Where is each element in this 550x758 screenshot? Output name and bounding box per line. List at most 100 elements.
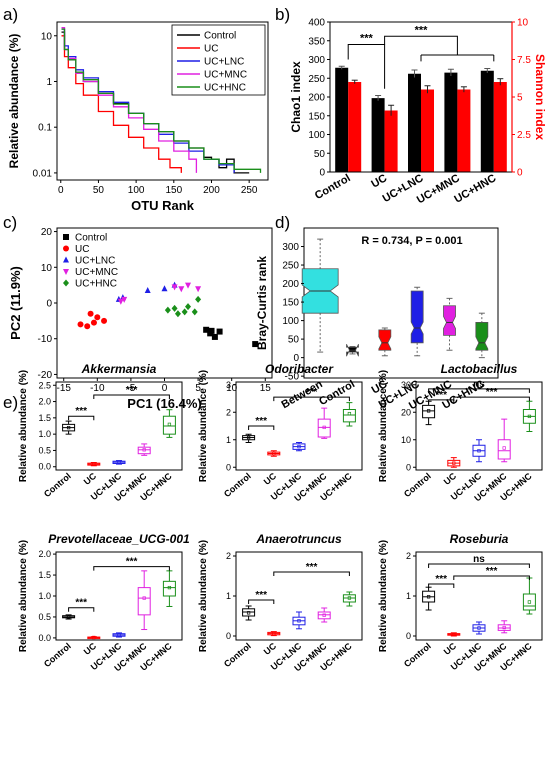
- category-label: UC: [442, 471, 459, 487]
- y-tick-label: 0: [406, 462, 411, 472]
- panel-label-a: a): [3, 5, 18, 24]
- mean-marker: [297, 619, 301, 623]
- y-tick-label: 1.5: [38, 413, 51, 423]
- bar-chao1: [371, 98, 385, 172]
- y-tick-label: 250: [308, 74, 325, 85]
- significance-bracket: [248, 599, 275, 604]
- panel-label-c: c): [3, 213, 17, 232]
- y-axis-label: Relative abundance (%): [378, 540, 389, 652]
- box: [137, 446, 151, 455]
- plot-frame: [235, 381, 363, 471]
- significance-bracket: [428, 583, 455, 588]
- significance-label: ***: [486, 387, 498, 398]
- y-axis-label: Relative abundance (%): [7, 34, 21, 169]
- mean-marker: [142, 596, 146, 600]
- data-point-square: [252, 341, 259, 348]
- y-tick-label: 2.0: [38, 549, 51, 559]
- data-point-diamond: [164, 306, 171, 314]
- mean-marker: [502, 625, 506, 630]
- bar-chao1: [408, 73, 421, 172]
- significance-label: ***: [435, 574, 447, 585]
- y-tick-label: 0.1: [38, 123, 52, 134]
- bar-shannon: [348, 82, 362, 172]
- y-tick-label: 150: [282, 298, 299, 309]
- x-axis-label: OTU Rank: [131, 198, 195, 213]
- bar-shannon: [384, 110, 398, 172]
- y-tick-label: -50: [285, 372, 300, 383]
- box: [137, 587, 151, 616]
- y-tick-label: 2: [406, 551, 411, 561]
- subplot-e-4: Control UCUC+LNCUC+MNCUC+HNC0.00.51.01.52…: [18, 532, 190, 673]
- mean-marker: [502, 446, 506, 450]
- mean-marker: [322, 425, 326, 430]
- notched-box: [443, 305, 456, 336]
- mean-marker: [246, 611, 251, 615]
- significance-bracket: [347, 44, 386, 89]
- y-axis-label: Relative abundance (%): [198, 370, 209, 482]
- data-point-square: [216, 328, 223, 335]
- mean-marker: [527, 414, 532, 419]
- significance-label: ***: [306, 387, 318, 398]
- y-tick-label: 100: [282, 316, 299, 327]
- y-tick-label: 3: [226, 380, 231, 390]
- y-tick-label: 1.0: [38, 429, 51, 439]
- y-tick-label: 0: [226, 462, 231, 472]
- panel-label-d: d): [275, 213, 290, 232]
- y-tick-label: 1: [226, 435, 231, 445]
- category-label: Control: [317, 378, 357, 408]
- significance-label: ***: [486, 566, 498, 577]
- annotation-text: R = 0.734, P = 0.001: [361, 235, 462, 247]
- x-tick-label: 10: [226, 383, 238, 394]
- data-point-triangle-up: [161, 285, 168, 292]
- box: [317, 418, 331, 438]
- notched-box: [410, 290, 424, 344]
- significance-label: ns: [473, 379, 485, 390]
- y-tick-label: 350: [308, 36, 325, 47]
- significance-bracket: [93, 566, 170, 571]
- mean-marker: [297, 444, 301, 449]
- data-point-triangle-down: [63, 269, 69, 275]
- data-point-triangle-down: [121, 296, 128, 303]
- panel-label-e: e): [3, 393, 18, 412]
- notched-box: [475, 322, 489, 351]
- y-tick-label: 300: [308, 55, 325, 66]
- y-axis-label: Bray-Curtis rank: [255, 256, 269, 350]
- significance-label: ***: [75, 406, 87, 417]
- category-label: Control: [42, 471, 73, 499]
- plot-frame: [415, 381, 543, 471]
- bar-chao1: [480, 70, 494, 172]
- y-tick-label: 250: [282, 261, 299, 272]
- mean-marker: [477, 626, 481, 630]
- data-point-square: [208, 327, 215, 334]
- category-label: Control: [222, 641, 253, 669]
- legend-label: UC+MNC: [204, 70, 247, 81]
- significance-label: ***: [255, 590, 267, 601]
- mean-marker: [142, 448, 146, 452]
- box: [422, 404, 436, 419]
- y-tick-label: 0: [319, 168, 325, 179]
- y-tick-label: 300: [282, 242, 299, 253]
- data-point-triangle-down: [171, 284, 178, 291]
- mean-marker: [92, 462, 96, 466]
- y-tick-label: 2: [226, 407, 231, 417]
- category-label: Control: [402, 471, 433, 499]
- data-point-diamond: [171, 304, 178, 312]
- category-label: Control: [222, 471, 253, 499]
- y2-axis-label: Shannon index: [533, 54, 547, 140]
- legend-label: Control: [75, 233, 107, 244]
- subplot-title: Odoribacter: [265, 362, 334, 376]
- y-tick-label: 100: [308, 130, 325, 141]
- y-axis-label: PC2 (11.9%): [8, 266, 23, 340]
- category-label: UC+HNC: [452, 172, 498, 205]
- data-point-diamond: [185, 303, 192, 311]
- data-point-circle: [101, 317, 108, 324]
- significance-label: ns: [473, 554, 485, 565]
- mean-marker: [322, 613, 326, 617]
- subplot-title: Roseburia: [450, 532, 509, 546]
- box: [317, 611, 331, 620]
- data-point-circle: [87, 310, 94, 317]
- y-axis-label: Relative abundance (%): [18, 540, 29, 652]
- y-tick-label: 1.5: [38, 570, 51, 580]
- significance-bracket: [248, 425, 275, 430]
